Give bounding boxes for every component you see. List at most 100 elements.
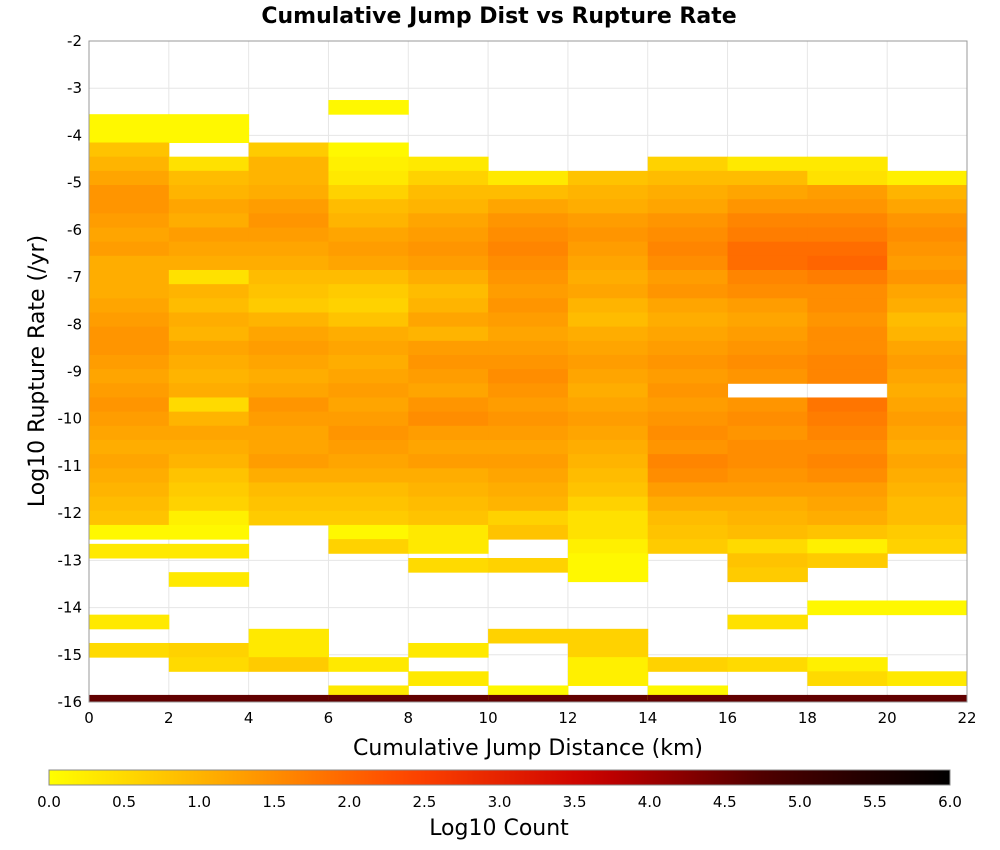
heatmap-cell <box>408 326 489 342</box>
heatmap-cell <box>168 369 250 384</box>
plot-frame <box>88 40 968 703</box>
x-tick-label: 14 <box>638 709 657 727</box>
colorbar-label: Log10 Count <box>429 816 569 841</box>
heatmap-cell <box>807 269 888 285</box>
heatmap-cell <box>328 241 409 257</box>
heatmap-cell <box>647 227 729 243</box>
heatmap-cell <box>488 326 569 342</box>
heatmap-cell <box>807 397 888 413</box>
heatmap-cell <box>727 694 808 703</box>
heatmap-cell <box>248 284 329 299</box>
heatmap-cell <box>727 255 808 271</box>
heatmap-cell <box>727 411 808 427</box>
heatmap-cell <box>89 156 170 172</box>
heatmap-cell <box>887 524 968 540</box>
heatmap-cell <box>328 439 409 455</box>
heatmap-cell <box>488 397 569 413</box>
heatmap-cell <box>168 642 250 658</box>
heatmap-cell <box>567 482 649 498</box>
heatmap-cell <box>647 524 729 540</box>
heatmap-cell <box>89 199 170 214</box>
heatmap-cell <box>248 142 329 158</box>
colorbar-tick-label: 1.5 <box>262 793 286 811</box>
heatmap-cell <box>567 185 649 200</box>
heatmap-cell <box>727 539 808 554</box>
heatmap-cell <box>248 312 329 328</box>
heatmap-cell <box>647 397 729 413</box>
heatmap-cell <box>488 213 569 228</box>
y-tick-label: -8 <box>67 315 82 333</box>
heatmap-cell <box>567 642 649 658</box>
heatmap-cell <box>328 383 409 398</box>
y-tick-label: -5 <box>67 174 82 192</box>
heatmap-cell <box>727 312 808 328</box>
heatmap-cell <box>887 284 968 299</box>
heatmap-cell <box>567 539 649 554</box>
heatmap-cell <box>887 170 968 186</box>
heatmap-cell <box>647 269 729 285</box>
heatmap-cell <box>567 397 649 413</box>
heatmap-cell <box>408 496 489 512</box>
y-tick-label: -12 <box>58 504 83 522</box>
heatmap-cell <box>727 524 808 540</box>
heatmap-cell <box>328 269 409 285</box>
colorbar-tick-label: 0.5 <box>112 793 136 811</box>
heatmap-cell <box>328 397 409 413</box>
heatmap-cell <box>89 312 170 328</box>
heatmap-cell <box>488 411 569 427</box>
heatmap-cell <box>647 482 729 498</box>
heatmap-cell <box>567 510 649 526</box>
heatmap-cell <box>727 298 808 313</box>
heatmap-cell <box>89 185 170 200</box>
heatmap-cell <box>887 354 968 370</box>
heatmap-cell <box>807 170 888 186</box>
heatmap-cell <box>248 397 329 413</box>
heatmap-cell <box>887 496 968 512</box>
heatmap-cell <box>168 185 250 200</box>
x-tick-label: 22 <box>957 709 976 727</box>
y-tick-label: -13 <box>58 551 83 569</box>
heatmap-cell <box>248 694 329 703</box>
heatmap-cell <box>727 269 808 285</box>
heatmap-cell <box>328 326 409 342</box>
heatmap-cell <box>727 185 808 200</box>
heatmap-cell <box>89 369 170 384</box>
heatmap-cell <box>887 241 968 257</box>
heatmap-cell <box>567 383 649 398</box>
heatmap-cell <box>807 468 888 483</box>
heatmap-cell <box>567 354 649 370</box>
heatmap-cell <box>328 482 409 498</box>
heatmap-cell <box>567 439 649 455</box>
heatmap-cell <box>408 340 489 356</box>
heatmap-cell <box>168 241 250 257</box>
heatmap-cell <box>89 425 170 441</box>
heatmap-cell <box>887 185 968 200</box>
heatmap-cell <box>887 213 968 228</box>
heatmap-cell <box>488 439 569 455</box>
x-tick-label: 12 <box>558 709 577 727</box>
heatmap-cell <box>727 354 808 370</box>
heatmap-cell <box>647 199 729 214</box>
heatmap-cell <box>488 496 569 512</box>
heatmap-cell <box>647 539 729 554</box>
heatmap-cell <box>168 468 250 483</box>
heatmap-cell <box>727 553 808 568</box>
heatmap-cell <box>727 241 808 257</box>
heatmap-cell <box>567 227 649 243</box>
heatmap-cell <box>488 227 569 243</box>
colorbar-tick-label: 6.0 <box>938 793 962 811</box>
heatmap-cell <box>248 468 329 483</box>
heatmap-cell <box>408 557 489 573</box>
heatmap-cell <box>647 354 729 370</box>
heatmap-cell <box>328 284 409 299</box>
heatmap-cell <box>168 269 250 285</box>
heatmap-cell <box>168 425 250 441</box>
heatmap-cell <box>168 354 250 370</box>
heatmap-cell <box>567 496 649 512</box>
heatmap-cell <box>248 369 329 384</box>
heatmap-cell <box>647 213 729 228</box>
colorbar-tick-label: 2.0 <box>337 793 361 811</box>
heatmap-cell <box>807 185 888 200</box>
heatmap-cell <box>488 482 569 498</box>
heatmap-cell <box>887 269 968 285</box>
